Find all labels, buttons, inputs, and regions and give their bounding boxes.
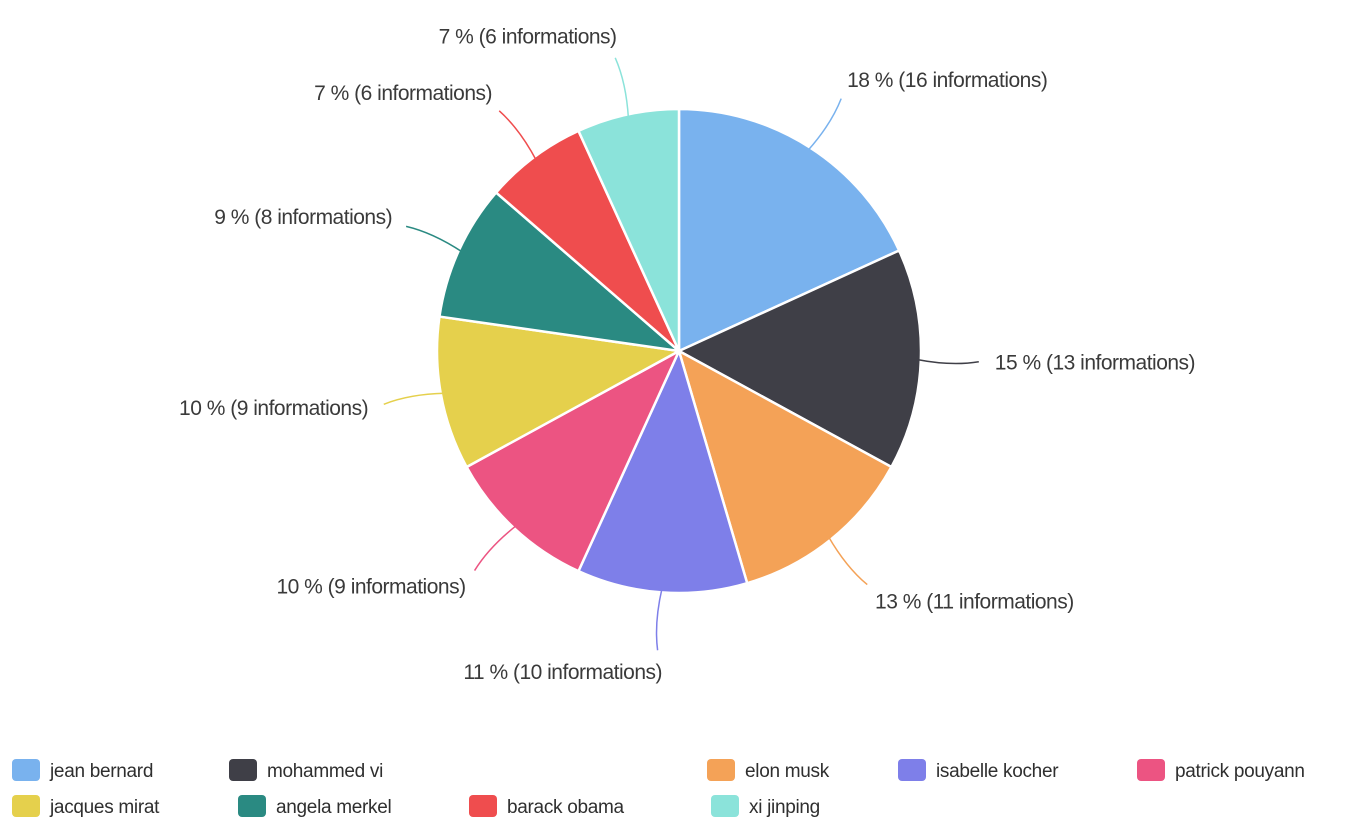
legend-item-jacques-mirat[interactable]: jacques mirat <box>12 795 160 818</box>
slice-label-mohammed-vi: 15 % (13 informations) <box>995 351 1195 374</box>
legend-label-barack-obama: barack obama <box>507 797 625 818</box>
legend-label-elon-musk: elon musk <box>745 761 830 782</box>
slice-label-isabelle-kocher: 11 % (10 informations) <box>463 661 662 684</box>
legend-swatch-xi-jinping <box>711 795 739 817</box>
legend-label-jean-bernard: jean bernard <box>49 761 153 782</box>
legend-swatch-elon-musk <box>707 759 735 781</box>
legend-label-jacques-mirat: jacques mirat <box>49 797 160 818</box>
slice-label-jean-bernard: 18 % (16 informations) <box>847 69 1047 92</box>
legend-swatch-mohammed-vi <box>229 759 257 781</box>
legend-swatch-angela-merkel <box>238 795 266 817</box>
legend-item-barack-obama[interactable]: barack obama <box>469 795 625 818</box>
slice-label-elon-musk: 13 % (11 informations) <box>875 591 1074 614</box>
leader-line-xi-jinping <box>614 57 630 119</box>
leader-line-mohammed-vi <box>916 358 979 365</box>
leader-line-jean-bernard <box>807 98 842 152</box>
legend-item-angela-merkel[interactable]: angela merkel <box>238 795 392 818</box>
leader-line-elon-musk <box>827 535 868 586</box>
legend-label-mohammed-vi: mohammed vi <box>267 761 383 782</box>
legend-swatch-isabelle-kocher <box>898 759 926 781</box>
legend-label-isabelle-kocher: isabelle kocher <box>936 761 1059 782</box>
legend-item-jean-bernard[interactable]: jean bernard <box>12 759 153 782</box>
legend-label-xi-jinping: xi jinping <box>749 797 820 818</box>
legend-swatch-barack-obama <box>469 795 497 817</box>
legend-label-patrick-pouyann: patrick pouyann <box>1175 761 1305 782</box>
legend-item-xi-jinping[interactable]: xi jinping <box>711 795 820 818</box>
legend-item-elon-musk[interactable]: elon musk <box>707 759 830 782</box>
legend-item-mohammed-vi[interactable]: mohammed vi <box>229 759 383 782</box>
leader-line-jacques-mirat <box>383 392 445 405</box>
leader-line-barack-obama <box>498 110 538 161</box>
slice-label-jacques-mirat: 10 % (9 informations) <box>179 397 368 420</box>
legend-item-isabelle-kocher[interactable]: isabelle kocher <box>898 759 1060 782</box>
legend-swatch-patrick-pouyann <box>1137 759 1165 781</box>
legend-swatch-jacques-mirat <box>12 795 40 817</box>
slice-label-barack-obama: 7 % (6 informations) <box>314 82 492 105</box>
leader-line-angela-merkel <box>405 225 463 253</box>
legend-item-patrick-pouyann[interactable]: patrick pouyann <box>1137 759 1305 782</box>
leader-line-patrick-pouyann <box>473 524 518 571</box>
pie-slices <box>435 107 923 595</box>
pie-leader-lines <box>383 57 979 651</box>
leader-line-isabelle-kocher <box>655 588 663 651</box>
slice-label-xi-jinping: 7 % (6 informations) <box>439 25 617 48</box>
pie-slice-labels: 18 % (16 informations) 15 % (13 informati… <box>179 25 1196 684</box>
legend-label-angela-merkel: angela merkel <box>276 797 391 818</box>
legend-swatch-jean-bernard <box>12 759 40 781</box>
slice-label-patrick-pouyann: 10 % (9 informations) <box>276 576 465 599</box>
slice-label-angela-merkel: 9 % (8 informations) <box>214 206 392 229</box>
chart-legend: jean bernard mohammed vi elon musk isabelle… <box>12 759 1305 818</box>
